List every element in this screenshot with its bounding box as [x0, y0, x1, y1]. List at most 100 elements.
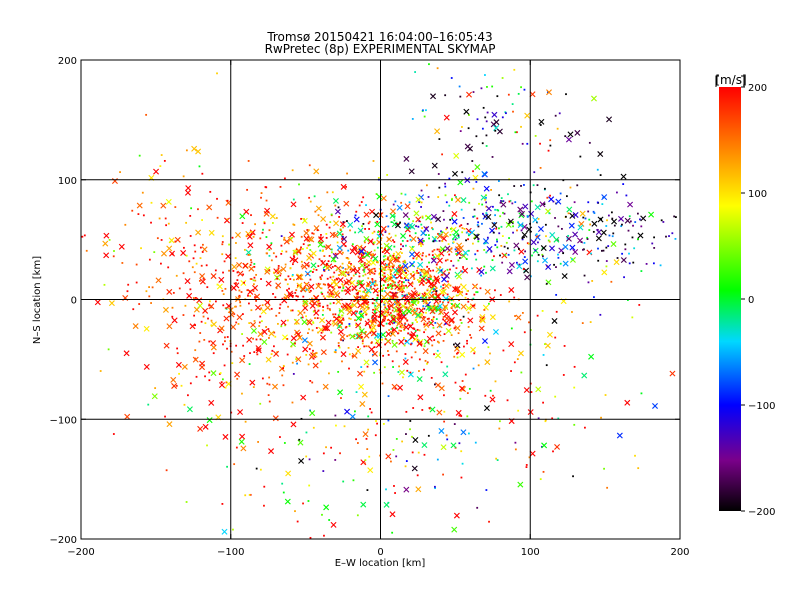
scatter-cross-marker — [489, 314, 496, 321]
scatter-dot-marker — [388, 308, 391, 310]
scatter-dot-marker — [416, 267, 419, 270]
scatter-dot-marker — [119, 171, 121, 174]
scatter-dot-marker — [338, 309, 341, 312]
scatter-dot-marker — [405, 284, 407, 287]
scatter-dot-marker — [494, 214, 496, 217]
scatter-dot-marker — [405, 279, 407, 282]
scatter-dot-marker — [411, 282, 414, 285]
scatter-dot-marker — [659, 264, 662, 267]
scatter-cross-marker — [481, 338, 488, 345]
scatter-dot-marker — [368, 325, 371, 328]
scatter-dot-marker — [393, 281, 396, 284]
scatter-dot-marker — [450, 260, 453, 262]
scatter-cross-marker — [553, 236, 560, 243]
scatter-dot-marker — [432, 288, 435, 291]
scatter-dot-marker — [537, 254, 540, 256]
scatter-dot-marker — [426, 265, 429, 268]
scatter-dot-marker — [334, 349, 337, 352]
scatter-dot-marker — [437, 305, 439, 308]
scatter-dot-marker — [435, 287, 438, 289]
scatter-dot-marker — [329, 221, 332, 223]
scatter-dot-marker — [428, 237, 430, 240]
scatter-cross-marker — [180, 250, 187, 256]
y-tick-label: −100 — [50, 415, 77, 426]
scatter-dot-marker — [242, 313, 244, 316]
scatter-dot-marker — [270, 259, 273, 262]
scatter-dot-marker — [333, 260, 336, 263]
scatter-dot-marker — [367, 415, 370, 418]
scatter-dot-marker — [281, 374, 284, 377]
scatter-dot-marker — [404, 353, 407, 355]
scatter-dot-marker — [249, 278, 252, 280]
scatter-dot-marker — [507, 93, 510, 96]
scatter-dot-marker — [529, 329, 532, 331]
scatter-cross-marker — [383, 501, 390, 508]
scatter-cross-marker — [365, 287, 372, 294]
scatter-dot-marker — [461, 380, 464, 382]
scatter-dot-marker — [340, 397, 342, 399]
scatter-dot-marker — [494, 380, 497, 383]
scatter-cross-marker — [340, 351, 347, 358]
scatter-dot-marker — [421, 295, 424, 297]
scatter-cross-marker — [351, 352, 358, 359]
colorbar-label: [m/s] — [715, 73, 746, 87]
scatter-dot-marker — [316, 390, 319, 393]
scatter-dot-marker — [368, 455, 371, 458]
scatter-dot-marker — [509, 199, 512, 202]
scatter-cross-marker — [440, 288, 447, 295]
scatter-dot-marker — [383, 290, 386, 293]
scatter-dot-marker — [443, 420, 446, 423]
scatter-cross-marker — [269, 213, 276, 220]
scatter-dot-marker — [317, 282, 320, 285]
scatter-dot-marker — [368, 220, 371, 223]
scatter-dot-marker — [476, 291, 479, 294]
scatter-dot-marker — [380, 301, 383, 303]
scatter-dot-marker — [347, 272, 349, 275]
scatter-dot-marker — [401, 281, 403, 283]
scatter-dot-marker — [250, 259, 252, 261]
scatter-dot-marker — [354, 410, 356, 413]
scatter-dot-marker — [363, 370, 366, 373]
scatter-dot-marker — [393, 215, 396, 218]
scatter-dot-marker — [288, 287, 290, 290]
scatter-cross-marker — [430, 93, 437, 100]
scatter-dot-marker — [513, 185, 516, 187]
scatter-dot-marker — [356, 293, 359, 296]
scatter-cross-marker — [234, 371, 241, 378]
scatter-cross-marker — [216, 283, 223, 290]
scatter-dot-marker — [373, 230, 376, 233]
scatter-dot-marker — [391, 360, 394, 363]
scatter-dot-marker — [319, 360, 322, 363]
scatter-dot-marker — [311, 297, 313, 300]
scatter-dot-marker — [488, 520, 490, 523]
scatter-cross-marker — [460, 303, 467, 310]
scatter-dot-marker — [653, 247, 656, 249]
scatter-cross-marker — [440, 444, 447, 451]
scatter-dot-marker — [447, 243, 450, 246]
scatter-dot-marker — [460, 450, 463, 453]
scatter-dot-marker — [449, 218, 452, 221]
scatter-dot-marker — [165, 224, 168, 227]
scatter-cross-marker — [549, 245, 556, 252]
scatter-dot-marker — [417, 340, 420, 343]
scatter-dot-marker — [523, 256, 526, 258]
scatter-dot-marker — [423, 323, 426, 326]
scatter-dot-marker — [212, 352, 215, 355]
scatter-dot-marker — [425, 184, 428, 187]
scatter-dot-marker — [337, 206, 340, 209]
scatter-dot-marker — [582, 248, 584, 251]
scatter-dot-marker — [347, 257, 350, 260]
scatter-dot-marker — [412, 271, 415, 273]
scatter-dot-marker — [381, 297, 384, 300]
scatter-dot-marker — [308, 458, 311, 461]
scatter-dot-marker — [254, 279, 257, 282]
scatter-cross-marker — [292, 249, 299, 256]
scatter-dot-marker — [499, 201, 502, 204]
scatter-cross-marker — [451, 526, 458, 533]
scatter-dot-marker — [504, 111, 507, 114]
scatter-dot-marker — [341, 266, 344, 269]
scatter-dot-marker — [383, 302, 386, 305]
scatter-dot-marker — [185, 149, 188, 152]
scatter-dot-marker — [419, 277, 422, 280]
